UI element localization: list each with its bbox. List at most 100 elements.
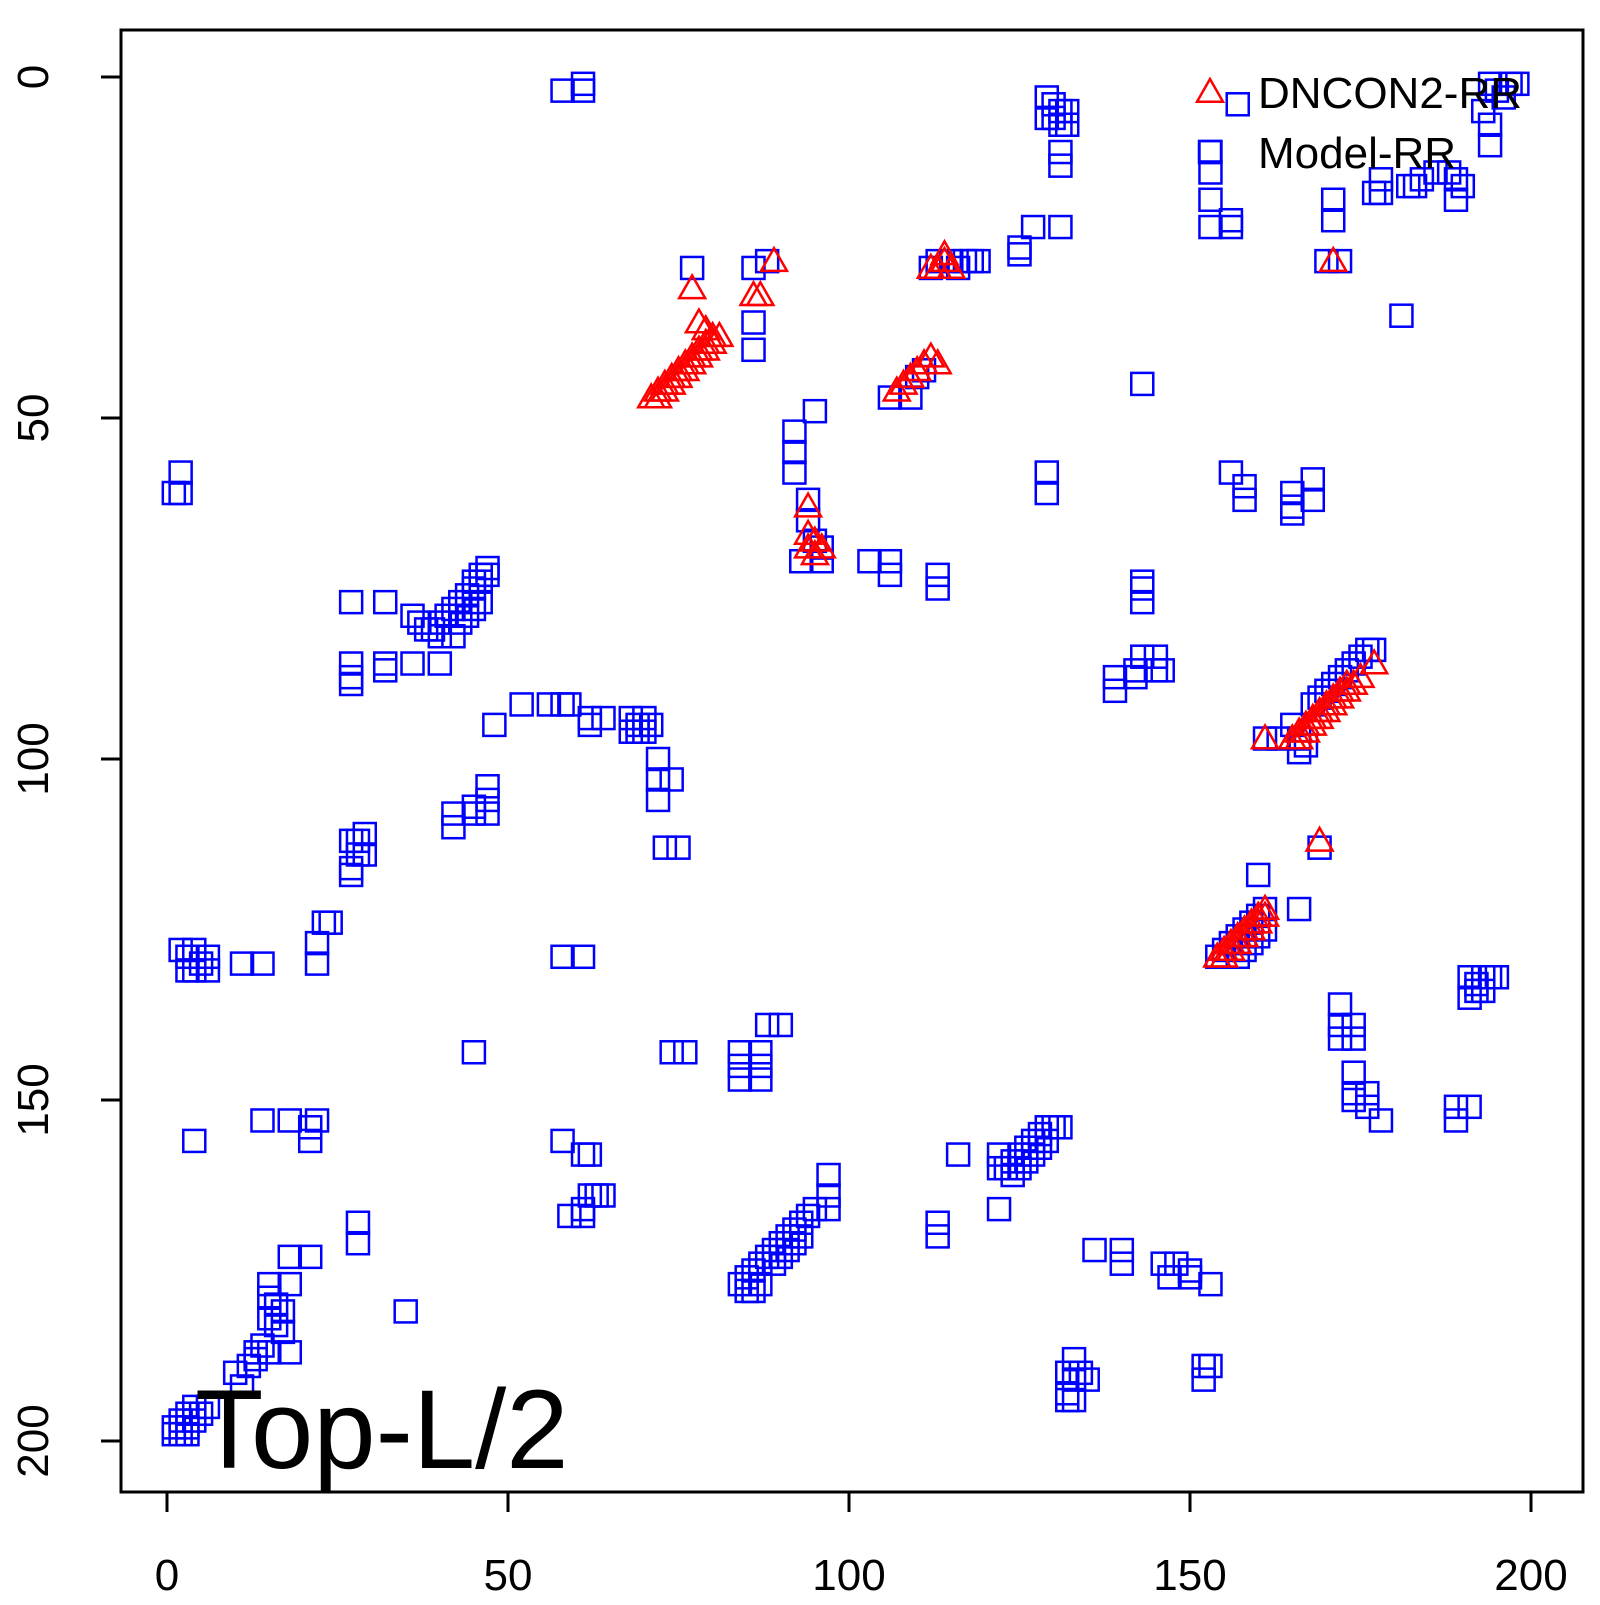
square-point — [727, 1271, 753, 1297]
square-point — [250, 951, 275, 976]
square-point — [782, 419, 807, 444]
square-point — [372, 658, 398, 683]
square-point — [372, 589, 398, 615]
square-point — [338, 862, 364, 888]
square-point — [1464, 971, 1489, 997]
square-point — [277, 1244, 303, 1270]
square-point — [789, 1210, 814, 1236]
square-point — [1320, 187, 1346, 213]
square-point — [1368, 1108, 1394, 1133]
square-point — [441, 596, 466, 622]
square-point — [632, 719, 657, 744]
square-point — [1320, 207, 1346, 233]
square-point — [1048, 139, 1073, 165]
square-point — [966, 248, 991, 274]
square-point — [638, 712, 664, 738]
square-point — [659, 767, 684, 792]
square-point — [441, 623, 466, 649]
square-point — [188, 1401, 214, 1426]
square-point — [182, 1408, 207, 1433]
square-point — [250, 1108, 275, 1133]
square-point — [168, 1421, 193, 1447]
square-point — [318, 910, 343, 935]
square-point — [577, 1142, 603, 1167]
square-point — [591, 705, 616, 731]
square-point — [243, 1340, 268, 1365]
square-point — [407, 610, 432, 635]
square-point — [297, 1244, 323, 1270]
square-point — [802, 1196, 828, 1222]
square-point — [270, 1319, 296, 1345]
square-point — [1020, 1142, 1046, 1167]
square-point — [297, 1115, 323, 1140]
square-point — [625, 719, 650, 744]
square-point — [1164, 1251, 1189, 1276]
square-point — [345, 1230, 371, 1256]
square-point — [304, 951, 330, 976]
square-point — [1061, 1367, 1087, 1392]
triangle-point — [1345, 661, 1376, 689]
square-point — [393, 1299, 418, 1324]
square-point — [1341, 1060, 1366, 1085]
square-point — [1177, 1265, 1203, 1290]
legend-label-model-rr: Model-RR — [1258, 129, 1456, 178]
square-point — [1341, 1012, 1366, 1038]
square-point — [1198, 139, 1223, 165]
legend-label-dncon2-rr: DNCON2-RR — [1258, 69, 1522, 118]
triangle-point — [1304, 702, 1335, 730]
square-point — [761, 1237, 787, 1263]
triangle-point — [881, 375, 912, 402]
square-point — [741, 1258, 766, 1283]
square-point — [168, 1408, 193, 1433]
square-point — [659, 1040, 684, 1065]
square-point — [188, 951, 214, 976]
square-point — [782, 1230, 807, 1256]
triangle-point — [745, 279, 776, 307]
square-point — [229, 1374, 255, 1399]
triangle-point — [690, 313, 721, 341]
square-point — [782, 439, 807, 465]
square-point — [304, 930, 330, 956]
square-point — [1327, 992, 1353, 1017]
square-point — [1082, 1237, 1107, 1263]
square-point — [925, 562, 950, 588]
square-point — [448, 589, 473, 615]
square-point — [345, 828, 371, 854]
square-point — [570, 71, 596, 97]
x-tick-label: 100 — [812, 1551, 885, 1600]
square-point — [263, 1312, 289, 1338]
square-point — [748, 1040, 773, 1065]
triangle-point — [1358, 648, 1390, 675]
square-point — [727, 1067, 753, 1092]
square-point — [263, 1292, 289, 1317]
square-point — [168, 460, 193, 485]
square-point — [257, 1340, 282, 1365]
triangle-point — [792, 491, 824, 518]
legend-symbol-triangle — [1194, 76, 1226, 103]
triangle-point — [1318, 688, 1349, 716]
square-point — [1034, 1128, 1060, 1154]
square-point — [1457, 985, 1482, 1010]
square-point — [1450, 173, 1476, 199]
square-point — [257, 1271, 282, 1297]
triangle-point — [1290, 716, 1322, 743]
square-point — [1280, 480, 1305, 506]
square-point — [468, 589, 493, 615]
square-point — [1041, 92, 1066, 117]
square-point — [768, 1230, 794, 1256]
square-point — [741, 337, 766, 363]
square-point — [1280, 501, 1305, 526]
square-point — [161, 1421, 187, 1447]
square-point — [1395, 173, 1421, 199]
square-point — [1014, 1135, 1039, 1160]
square-point — [748, 1271, 773, 1297]
square-point — [550, 692, 575, 717]
square-point — [1123, 658, 1148, 683]
square-point — [461, 794, 487, 819]
square-point — [475, 555, 500, 581]
square-point — [461, 569, 487, 594]
square-point — [741, 310, 766, 335]
square-point — [570, 1203, 596, 1229]
square-point — [1225, 92, 1250, 117]
